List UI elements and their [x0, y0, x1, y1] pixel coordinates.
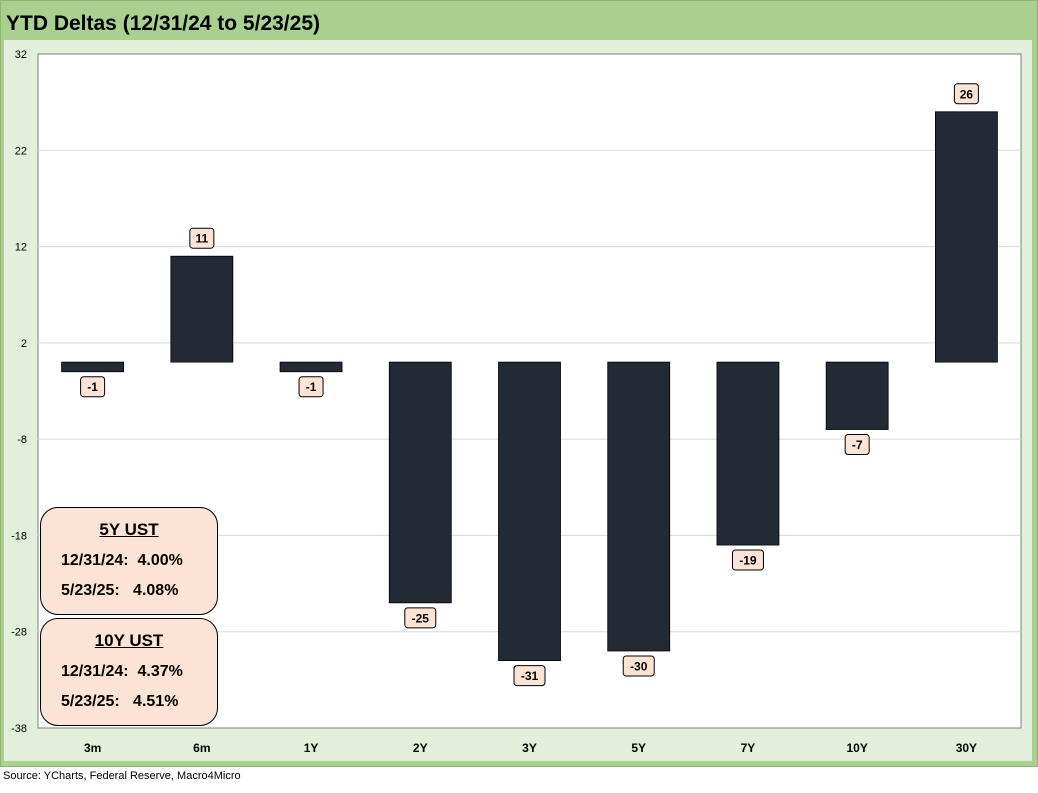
- data-label-box: [298, 376, 324, 398]
- y-tick-label: 22: [15, 145, 27, 157]
- info-box-line: 12/31/24: 4.37%: [61, 663, 183, 680]
- x-tick-label: 30Y: [956, 741, 977, 755]
- data-label: 11: [195, 232, 208, 246]
- y-tick-label: -18: [11, 530, 27, 542]
- bar-3m: [61, 361, 125, 373]
- info-box-title: 5Y UST: [99, 520, 159, 539]
- x-tick-label: 1Y: [304, 741, 319, 755]
- y-tick-label: 12: [15, 242, 27, 254]
- y-tick-label: -28: [11, 627, 27, 639]
- data-label-box: [844, 434, 870, 456]
- x-tick-label: 6m: [193, 741, 210, 755]
- info-box-line: 5/23/25: 4.08%: [61, 582, 179, 599]
- data-label-box: [622, 655, 655, 677]
- info-box-5y-ust: 5Y UST 12/31/24: 4.00% 5/23/25: 4.08%: [40, 507, 218, 615]
- info-box-10y-ust: 10Y UST 12/31/24: 4.37% 5/23/25: 4.51%: [40, 618, 218, 726]
- y-tick-label: 2: [21, 338, 27, 350]
- bar-3y: [498, 361, 561, 662]
- data-label: -30: [630, 659, 648, 673]
- data-label-box: [80, 376, 106, 398]
- bar-1y: [279, 361, 343, 373]
- data-label: -7: [852, 438, 863, 452]
- data-label: -25: [412, 611, 430, 625]
- y-tick-label: -8: [17, 434, 27, 446]
- bar-6m: [170, 255, 234, 363]
- bar-30y: [934, 111, 998, 363]
- x-tick-label: 10Y: [846, 741, 867, 755]
- source-note: Source: YCharts, Federal Reserve, Macro4…: [3, 770, 241, 782]
- info-box-line: 5/23/25: 4.51%: [61, 693, 179, 710]
- info-box-line: 12/31/24: 4.00%: [61, 552, 183, 569]
- x-tick-label: 3Y: [522, 741, 537, 755]
- bar-5y: [607, 361, 671, 652]
- bar-10y: [825, 361, 889, 430]
- info-box-title: 10Y UST: [94, 631, 164, 650]
- x-tick-label: 5Y: [631, 741, 646, 755]
- data-label-box: [404, 607, 437, 629]
- bar-7y: [716, 361, 780, 546]
- data-label-box: [513, 665, 546, 687]
- chart-title: YTD Deltas (12/31/24 to 5/23/25): [6, 12, 320, 35]
- data-label: -1: [306, 380, 317, 394]
- x-tick-label: 2Y: [413, 741, 428, 755]
- data-label-box: [189, 227, 215, 249]
- y-tick-label: 32: [15, 49, 27, 61]
- data-label-box: [953, 83, 979, 105]
- data-label: 26: [960, 87, 974, 101]
- y-tick-label: -38: [11, 723, 27, 735]
- x-tick-label: 7Y: [741, 741, 756, 755]
- data-label: -19: [739, 554, 757, 568]
- bar-2y: [388, 361, 452, 604]
- x-tick-label: 3m: [84, 741, 101, 755]
- data-label: -31: [521, 669, 539, 683]
- data-label: -1: [87, 380, 98, 394]
- data-label-box: [731, 549, 764, 571]
